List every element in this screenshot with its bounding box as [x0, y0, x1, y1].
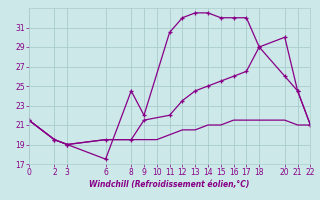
X-axis label: Windchill (Refroidissement éolien,°C): Windchill (Refroidissement éolien,°C)	[89, 180, 250, 189]
